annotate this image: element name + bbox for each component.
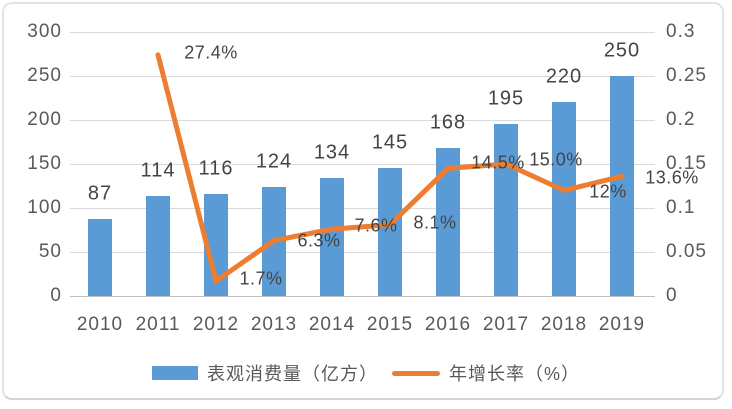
bar-2014	[320, 178, 344, 296]
bar-value-label: 220	[545, 65, 583, 88]
line-point-label: 14.5%	[471, 152, 525, 173]
right-axis-tick: 0.25	[666, 65, 707, 86]
legend-item-consumption: 表观消费量（亿方）	[151, 360, 378, 386]
bar-2019	[610, 76, 634, 296]
x-axis-label-2014: 2014	[308, 314, 356, 335]
line-point-label: 8.1%	[413, 212, 457, 233]
x-axis-label-2019: 2019	[598, 314, 646, 335]
legend-label-consumption: 表观消费量（亿方）	[206, 364, 378, 384]
bar-value-label: 87	[87, 182, 113, 205]
right-axis-tick: 0.2	[666, 109, 696, 130]
bar-2017	[494, 124, 518, 296]
right-axis-tick: 0.05	[666, 241, 707, 262]
legend-item-growth-rate: 年增长率（%）	[391, 360, 580, 386]
gridline	[70, 207, 655, 209]
left-axis-tick: 300	[27, 21, 62, 42]
legend-label-growth-rate: 年增长率（%）	[448, 364, 580, 384]
bar-value-label: 114	[140, 159, 176, 182]
gridline	[70, 31, 655, 33]
bar-value-label: 116	[198, 157, 234, 180]
x-axis-label-2012: 2012	[192, 314, 240, 335]
line-point-label: 1.7%	[239, 268, 283, 289]
x-axis-label-2017: 2017	[482, 314, 530, 335]
bar-2011	[146, 195, 170, 296]
gridline	[70, 251, 655, 253]
legend: 表观消费量（亿方） 年增长率（%）	[0, 358, 732, 388]
bar-value-label: 195	[487, 87, 525, 110]
line-point-label: 12%	[589, 181, 627, 202]
right-axis-tick: 0.1	[666, 197, 696, 218]
bar-2018	[552, 102, 576, 296]
line-point-label: 7.6%	[354, 215, 398, 236]
bar-value-label: 134	[313, 141, 351, 164]
left-axis-tick: 100	[27, 197, 62, 218]
right-axis-tick: 0.3	[666, 21, 696, 42]
left-axis-tick: 250	[27, 65, 62, 86]
line-swatch-icon	[391, 370, 440, 376]
x-axis-label-2018: 2018	[540, 314, 588, 335]
chart-card	[2, 2, 724, 400]
right-axis-tick: 0	[666, 285, 678, 306]
line-point-label: 13.6%	[645, 167, 699, 188]
bar-value-label: 168	[429, 111, 467, 134]
x-axis-label-2010: 2010	[76, 314, 124, 335]
bar-value-label: 124	[255, 150, 293, 173]
bar-swatch-icon	[151, 366, 198, 380]
x-axis-label-2016: 2016	[424, 314, 472, 335]
line-point-label: 27.4%	[184, 42, 238, 63]
gridline	[70, 119, 655, 121]
line-point-label: 15.0%	[529, 149, 583, 170]
x-axis-label-2013: 2013	[250, 314, 298, 335]
left-axis-tick: 0	[50, 285, 62, 306]
x-axis-label-2015: 2015	[366, 314, 414, 335]
bar-2010	[88, 219, 112, 296]
left-axis-tick: 50	[38, 241, 62, 262]
bar-2015	[378, 168, 402, 296]
bar-value-label: 250	[603, 39, 641, 62]
gridline	[70, 75, 655, 77]
left-axis-tick: 150	[27, 153, 62, 174]
x-axis-label-2011: 2011	[135, 314, 181, 335]
bar-value-label: 145	[371, 131, 409, 154]
left-axis-tick: 200	[27, 109, 62, 130]
gridline	[70, 163, 655, 165]
x-axis-line	[70, 295, 655, 297]
line-point-label: 6.3%	[297, 230, 341, 251]
right-axis-tick: 0.15	[666, 153, 707, 174]
